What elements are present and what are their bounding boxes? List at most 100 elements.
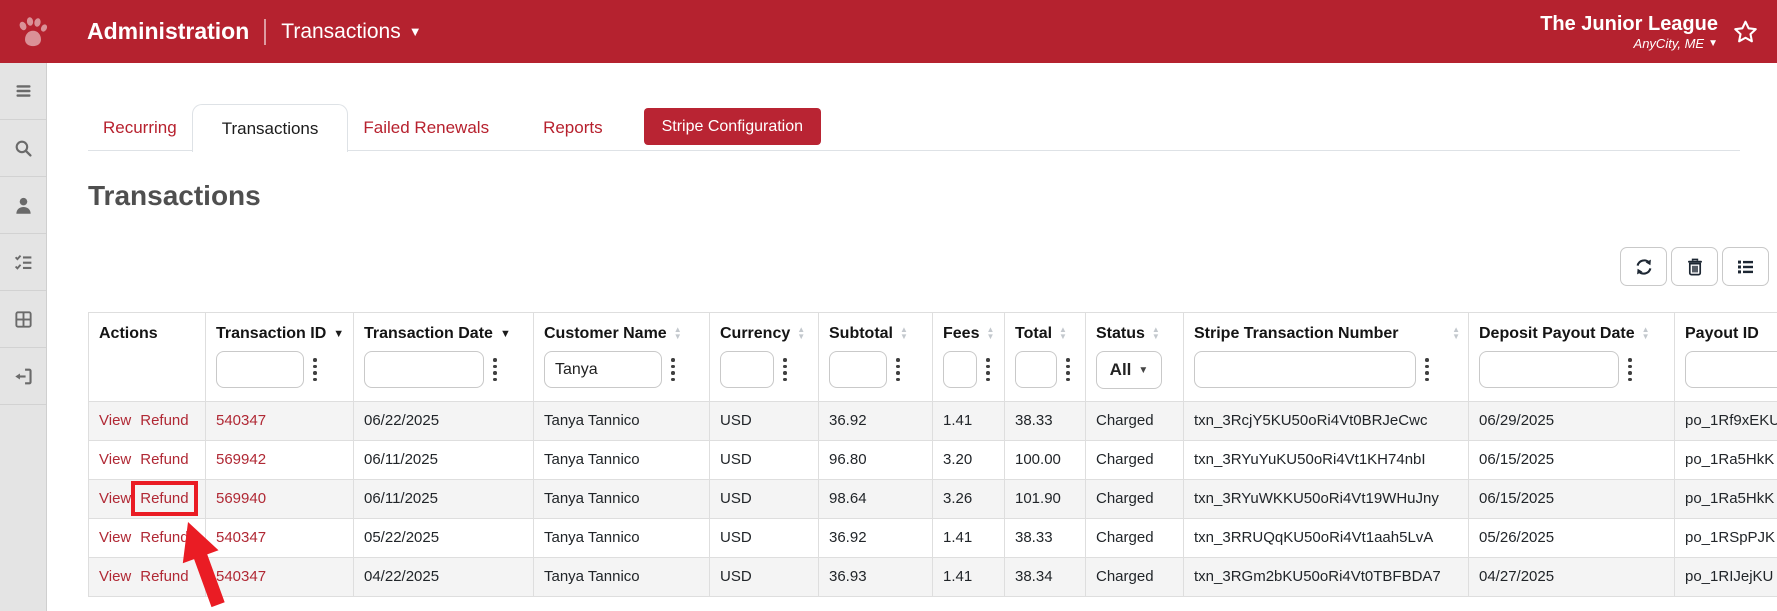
sidebar-menu-button[interactable] [0,63,46,120]
tab-reports[interactable]: Reports [543,118,603,137]
sidebar-tables-button[interactable] [0,291,46,348]
sort-desc-icon[interactable]: ▼ [333,328,345,340]
refund-link[interactable]: Refund [140,568,189,585]
view-link[interactable]: View [99,451,132,468]
table-row: View Refund 540347 04/22/2025 Tanya Tanni… [88,557,1777,597]
search-icon [15,140,32,157]
column-label: Actions [99,325,158,342]
chevron-down-icon: ▼ [1708,38,1718,49]
sort-desc-icon[interactable]: ▼ [499,328,511,340]
sidebar-logout-button[interactable] [0,348,46,405]
transaction-id-link[interactable]: 540347 [216,529,267,546]
transaction-id-link[interactable]: 569940 [216,490,267,507]
column-label[interactable]: Currency [720,325,791,342]
cell-status: Charged [1085,479,1184,519]
sort-icon[interactable]: ▲ ▼ [797,325,806,341]
sort-icon[interactable]: ▲ ▼ [900,325,908,341]
cell-subtotal: 36.92 [818,518,933,558]
sort-icon[interactable]: ▲ ▼ [986,325,995,341]
column-label[interactable]: Payout ID [1685,325,1759,342]
column-header-stripe-transaction-number: Stripe Transaction Number ▲ ▼ [1183,312,1469,402]
view-link[interactable]: View [99,568,132,585]
cell-fees: 1.41 [932,518,1005,558]
sidebar-members-button[interactable] [0,177,46,234]
cell-total: 38.34 [1004,557,1086,597]
sort-icon[interactable]: ▲ ▼ [673,325,682,341]
deposit-payout-date-filter-input[interactable] [1479,351,1619,388]
column-label[interactable]: Stripe Transaction Number [1194,325,1399,342]
paw-logo-icon[interactable] [12,15,54,49]
column-label[interactable]: Customer Name [544,325,667,342]
refund-link-highlighted[interactable]: Refund [131,481,198,516]
transaction-id-link[interactable]: 540347 [216,412,267,429]
column-list-button[interactable] [1722,247,1769,286]
sidebar-search-button[interactable] [0,120,46,177]
column-menu-icon[interactable] [986,358,990,381]
column-menu-icon[interactable] [671,358,675,381]
sort-icon[interactable]: ▲ ▼ [1452,325,1460,341]
view-link[interactable]: View [99,529,132,546]
column-label[interactable]: Subtotal [829,325,893,342]
tab-failed-renewals[interactable]: Failed Renewals [363,118,490,137]
refund-link[interactable]: Refund [140,451,189,468]
cell-currency: USD [709,440,819,480]
cell-currency: USD [709,518,819,558]
sort-icon[interactable]: ▲ ▼ [1151,325,1160,341]
section-dropdown[interactable]: Transactions ▼ [281,20,421,44]
column-label[interactable]: Transaction ID [216,325,327,342]
column-menu-icon[interactable] [783,358,787,381]
refresh-button[interactable] [1620,247,1667,286]
column-menu-icon[interactable] [493,358,497,381]
column-menu-icon[interactable] [1425,358,1429,381]
delete-button[interactable] [1671,247,1718,286]
section-label: Transactions [281,19,401,43]
cell-transaction-id: 540347 [205,518,354,558]
cell-deposit-payout-date: 05/26/2025 [1468,518,1675,558]
column-label[interactable]: Deposit Payout Date [1479,325,1635,342]
org-name: The Junior League [1540,13,1718,35]
table-toolbar [1620,247,1769,286]
sidebar-tasks-button[interactable] [0,234,46,291]
cell-deposit-payout-date: 06/15/2025 [1468,479,1675,519]
column-header-fees: Fees ▲ ▼ [932,312,1005,402]
stripe-configuration-button[interactable]: Stripe Configuration [643,108,822,145]
currency-filter-input[interactable] [720,351,774,388]
fees-filter-input[interactable] [943,351,977,388]
cell-status: Charged [1085,518,1184,558]
column-header-transaction-date: Transaction Date ▼ [353,312,534,402]
transaction-id-link[interactable]: 569942 [216,451,267,468]
refund-link[interactable]: Refund [140,412,189,429]
table-row: View Refund 540347 06/22/2025 Tanya Tanni… [88,401,1777,441]
transactions-table-wrap: Actions Transaction ID ▼ Transaction Date… [88,312,1777,611]
column-label[interactable]: Fees [943,325,980,342]
cell-actions: View Refund [88,401,206,441]
cell-status: Charged [1085,557,1184,597]
view-link[interactable]: View [99,412,132,429]
column-label[interactable]: Transaction Date [364,325,493,342]
customer-name-filter-input[interactable] [544,351,662,388]
column-menu-icon[interactable] [1628,358,1632,381]
org-location-dropdown[interactable]: AnyCity, ME ▼ [1634,36,1718,51]
column-menu-icon[interactable] [896,358,900,381]
subtotal-filter-input[interactable] [829,351,887,388]
transaction-id-filter-input[interactable] [216,351,304,388]
column-label[interactable]: Status [1096,325,1145,342]
tab-transactions[interactable]: Transactions [191,104,349,152]
transaction-date-filter-input[interactable] [364,351,484,388]
column-menu-icon[interactable] [313,358,317,381]
status-filter-select[interactable]: All ▼ [1096,351,1162,389]
view-link[interactable]: View [99,490,132,507]
sort-icon[interactable]: ▲ ▼ [1641,325,1650,341]
cell-customer-name: Tanya Tannico [533,401,710,441]
refund-link[interactable]: Refund [140,529,189,546]
favorite-star-icon[interactable] [1732,19,1759,45]
checklist-icon [14,254,31,270]
transaction-id-link[interactable]: 540347 [216,568,267,585]
column-label[interactable]: Total [1015,325,1053,342]
payout-id-filter-input[interactable] [1685,351,1777,388]
tab-recurring[interactable]: Recurring [103,118,177,137]
sort-icon[interactable]: ▲ ▼ [1059,325,1067,341]
stripe-transaction-number-filter-input[interactable] [1194,351,1416,388]
total-filter-input[interactable] [1015,351,1057,388]
column-menu-icon[interactable] [1066,358,1070,381]
